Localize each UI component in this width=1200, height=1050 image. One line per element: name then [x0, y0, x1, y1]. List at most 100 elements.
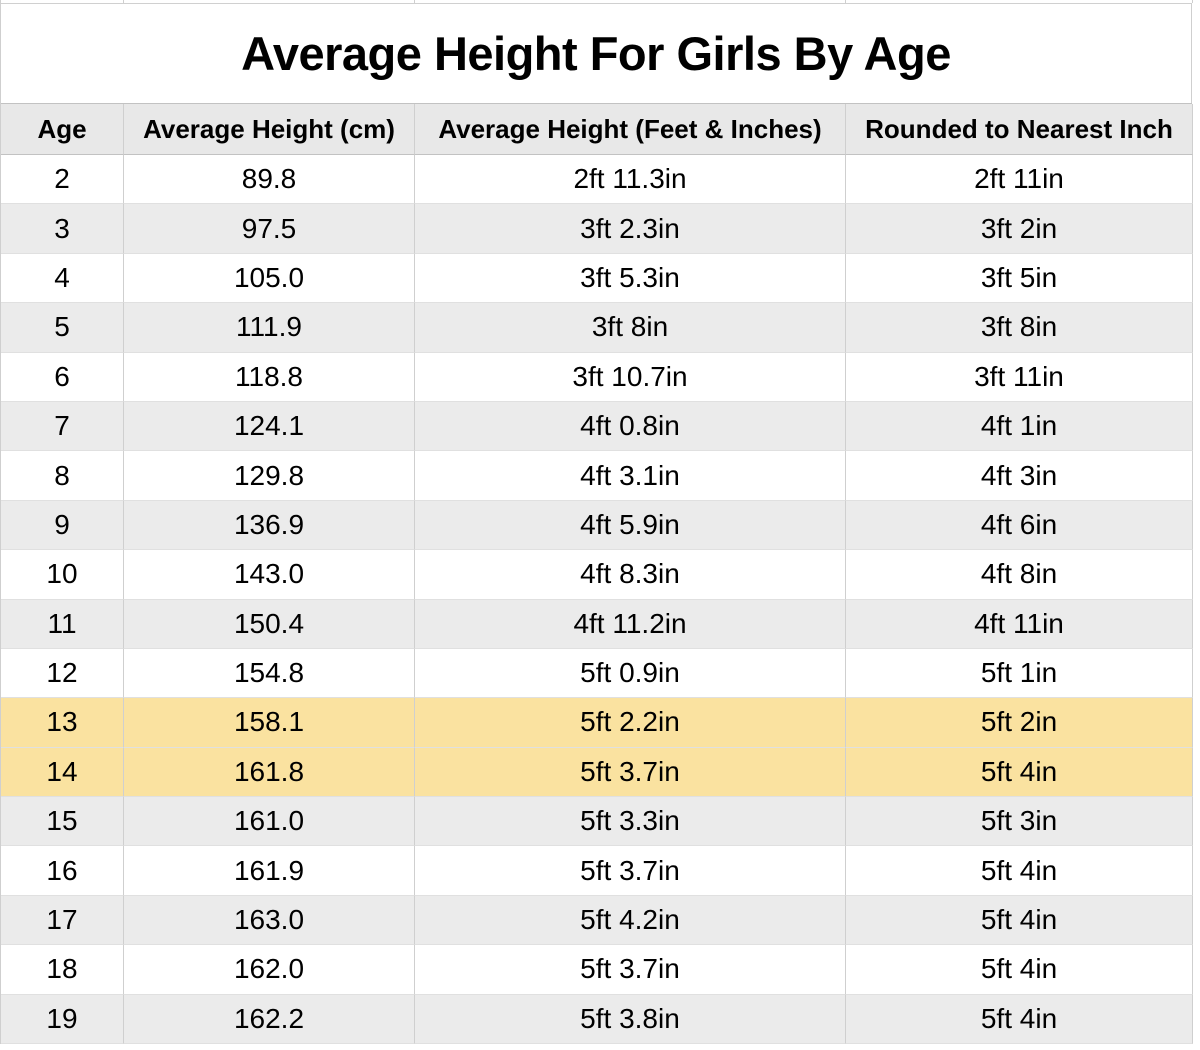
- cell-ftin: 5ft 3.7in: [415, 747, 846, 798]
- cell-age: 14: [1, 747, 124, 798]
- cell-rounded: 3ft 5in: [846, 253, 1193, 304]
- table-row: 13 158.1 5ft 2.2in 5ft 2in: [1, 698, 1193, 748]
- cell-rounded: 4ft 1in: [846, 401, 1193, 452]
- cell-age: 10: [1, 550, 124, 600]
- cell-cm: 150.4: [124, 599, 415, 649]
- cell-age: 13: [1, 698, 124, 748]
- cell-age: 11: [1, 599, 124, 649]
- cell-age: 9: [1, 500, 124, 551]
- cell-cm: 161.8: [124, 747, 415, 798]
- cell-ftin: 4ft 8.3in: [415, 550, 846, 600]
- page-title: Average Height For Girls By Age: [241, 27, 951, 80]
- cell-age: 12: [1, 648, 124, 699]
- partial-cell: [415, 0, 846, 3]
- cell-cm: 136.9: [124, 500, 415, 551]
- cell-rounded: 5ft 2in: [846, 698, 1193, 748]
- cell-age: 8: [1, 451, 124, 501]
- table-row: 9 136.9 4ft 5.9in 4ft 6in: [1, 500, 1193, 551]
- table-body: 2 89.8 2ft 11.3in 2ft 11in 3 97.5 3ft 2.3in 3ft…: [1, 155, 1193, 1045]
- cell-cm: 143.0: [124, 550, 415, 600]
- cell-ftin: 3ft 10.7in: [415, 352, 846, 402]
- cell-ftin: 5ft 4.2in: [415, 895, 846, 946]
- table-row: 11 150.4 4ft 11.2in 4ft 11in: [1, 599, 1193, 649]
- cell-cm: 105.0: [124, 253, 415, 304]
- table-row: 6 118.8 3ft 10.7in 3ft 11in: [1, 352, 1193, 402]
- table-row: 19 162.2 5ft 3.8in 5ft 4in: [1, 994, 1193, 1045]
- cell-cm: 129.8: [124, 451, 415, 501]
- cell-rounded: 5ft 3in: [846, 797, 1193, 847]
- cell-cm: 118.8: [124, 352, 415, 402]
- table-row: 2 89.8 2ft 11.3in 2ft 11in: [1, 155, 1193, 205]
- cell-rounded: 5ft 4in: [846, 945, 1193, 995]
- cell-age: 19: [1, 994, 124, 1045]
- cell-cm: 89.8: [124, 155, 415, 205]
- cell-ftin: 5ft 0.9in: [415, 648, 846, 699]
- cell-rounded: 3ft 2in: [846, 204, 1193, 254]
- table-row: 10 143.0 4ft 8.3in 4ft 8in: [1, 550, 1193, 600]
- table-row: 7 124.1 4ft 0.8in 4ft 1in: [1, 401, 1193, 452]
- table-row: 3 97.5 3ft 2.3in 3ft 2in: [1, 204, 1193, 254]
- cell-age: 4: [1, 253, 124, 304]
- table-row: 12 154.8 5ft 0.9in 5ft 1in: [1, 648, 1193, 699]
- cell-cm: 97.5: [124, 204, 415, 254]
- cell-cm: 161.0: [124, 797, 415, 847]
- cell-age: 16: [1, 846, 124, 896]
- cell-rounded: 5ft 1in: [846, 648, 1193, 699]
- table-row: 8 129.8 4ft 3.1in 4ft 3in: [1, 451, 1193, 501]
- cell-ftin: 4ft 3.1in: [415, 451, 846, 501]
- table-row: 17 163.0 5ft 4.2in 5ft 4in: [1, 895, 1193, 946]
- cell-age: 3: [1, 204, 124, 254]
- cell-rounded: 5ft 4in: [846, 846, 1193, 896]
- cell-rounded: 4ft 11in: [846, 599, 1193, 649]
- partial-top-row: [1, 0, 1193, 4]
- table-row: 4 105.0 3ft 5.3in 3ft 5in: [1, 253, 1193, 304]
- cell-age: 6: [1, 352, 124, 402]
- cell-ftin: 3ft 5.3in: [415, 253, 846, 304]
- cell-cm: 158.1: [124, 698, 415, 748]
- cell-cm: 154.8: [124, 648, 415, 699]
- cell-ftin: 5ft 3.8in: [415, 994, 846, 1045]
- cell-age: 2: [1, 155, 124, 205]
- partial-cell: [124, 0, 415, 3]
- cell-cm: 161.9: [124, 846, 415, 896]
- cell-cm: 162.0: [124, 945, 415, 995]
- table-row: 14 161.8 5ft 3.7in 5ft 4in: [1, 747, 1193, 798]
- cell-ftin: 4ft 5.9in: [415, 500, 846, 551]
- table-row: 16 161.9 5ft 3.7in 5ft 4in: [1, 846, 1193, 896]
- cell-age: 7: [1, 401, 124, 452]
- table-row: 5 111.9 3ft 8in 3ft 8in: [1, 303, 1193, 353]
- cell-rounded: 4ft 3in: [846, 451, 1193, 501]
- cell-ftin: 3ft 2.3in: [415, 204, 846, 254]
- cell-age: 17: [1, 895, 124, 946]
- cell-rounded: 3ft 8in: [846, 303, 1193, 353]
- table-header-row: Age Average Height (cm) Average Height (Fe…: [1, 103, 1193, 155]
- cell-rounded: 3ft 11in: [846, 352, 1193, 402]
- title-row: Average Height For Girls By Age: [1, 4, 1192, 103]
- cell-ftin: 2ft 11.3in: [415, 155, 846, 205]
- column-header-rounded: Rounded to Nearest Inch: [846, 104, 1193, 155]
- cell-ftin: 4ft 0.8in: [415, 401, 846, 452]
- cell-ftin: 4ft 11.2in: [415, 599, 846, 649]
- table-row: 18 162.0 5ft 3.7in 5ft 4in: [1, 945, 1193, 995]
- cell-rounded: 4ft 8in: [846, 550, 1193, 600]
- column-header-age: Age: [1, 104, 124, 155]
- table-row: 15 161.0 5ft 3.3in 5ft 3in: [1, 797, 1193, 847]
- cell-cm: 163.0: [124, 895, 415, 946]
- cell-rounded: 5ft 4in: [846, 994, 1193, 1045]
- cell-ftin: 5ft 3.3in: [415, 797, 846, 847]
- cell-ftin: 3ft 8in: [415, 303, 846, 353]
- cell-rounded: 2ft 11in: [846, 155, 1193, 205]
- cell-age: 15: [1, 797, 124, 847]
- cell-ftin: 5ft 3.7in: [415, 945, 846, 995]
- column-header-cm: Average Height (cm): [124, 104, 415, 155]
- cell-rounded: 5ft 4in: [846, 895, 1193, 946]
- cell-age: 5: [1, 303, 124, 353]
- cell-cm: 124.1: [124, 401, 415, 452]
- column-header-ftin: Average Height (Feet & Inches): [415, 104, 846, 155]
- cell-cm: 111.9: [124, 303, 415, 353]
- cell-age: 18: [1, 945, 124, 995]
- cell-ftin: 5ft 2.2in: [415, 698, 846, 748]
- partial-cell: [846, 0, 1193, 3]
